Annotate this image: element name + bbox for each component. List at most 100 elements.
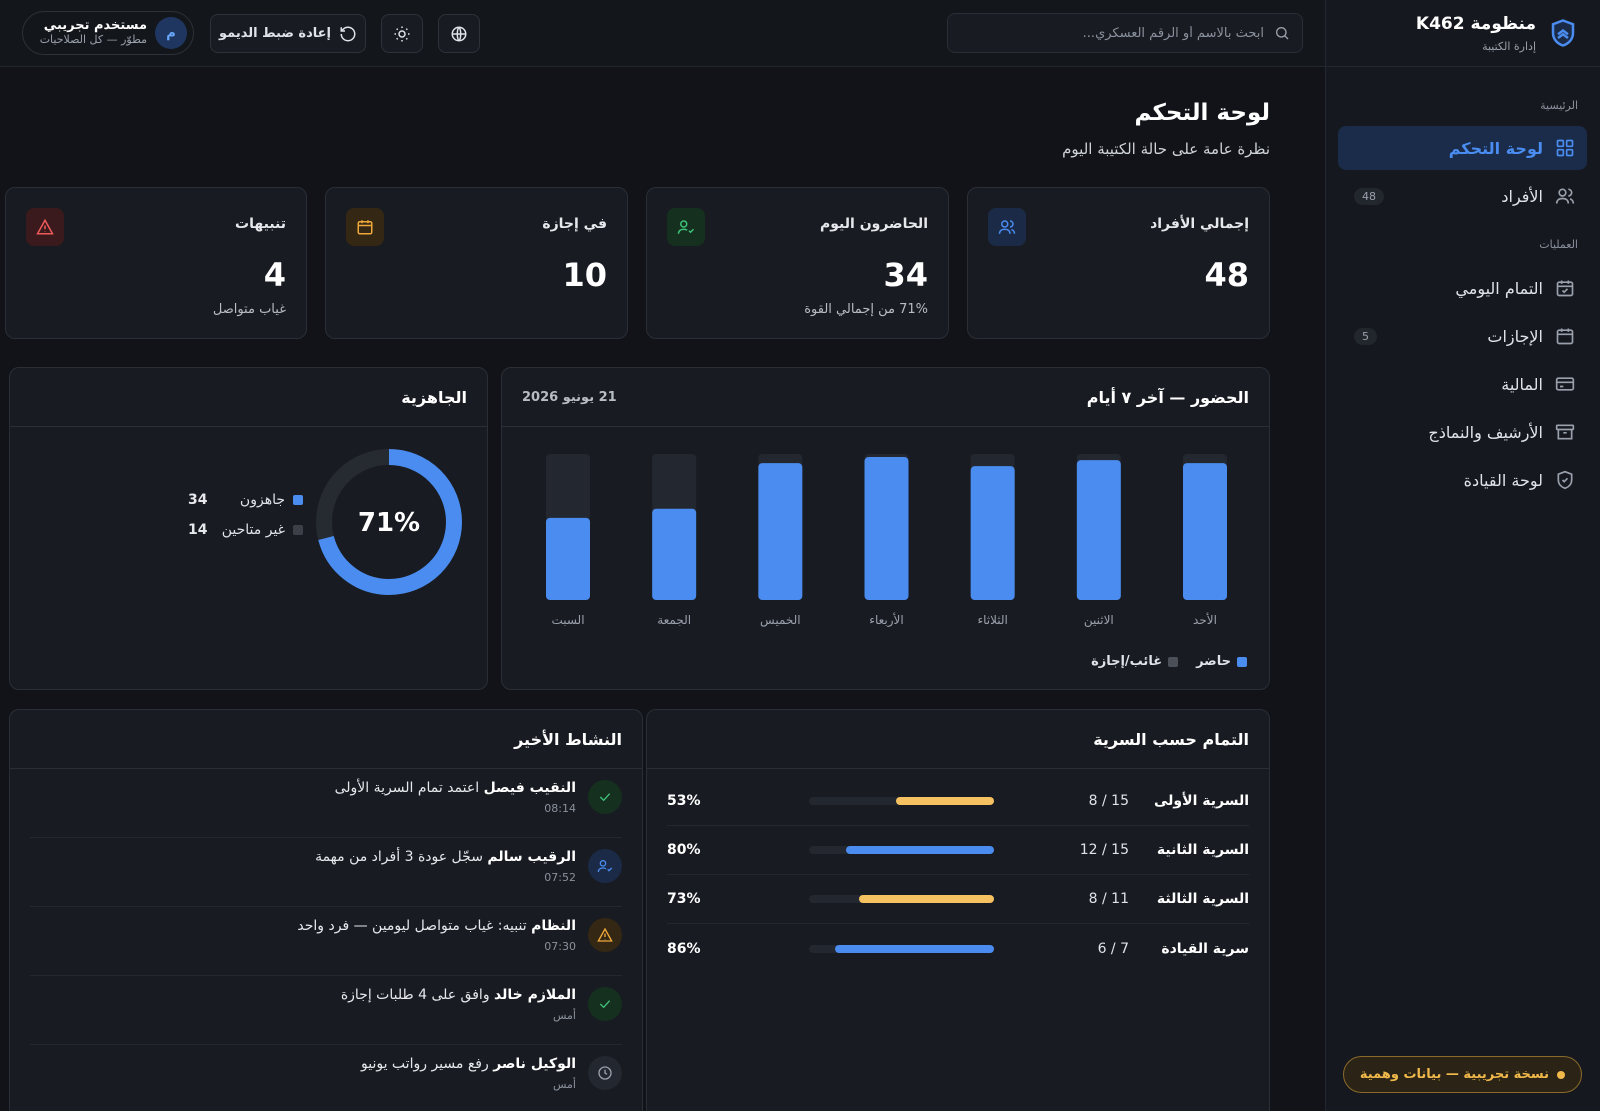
platoon-roll-card: التمام حسب السرية السرية الأولى 8 / 15 53%…	[646, 709, 1270, 1111]
sidebar-item-label: الأرشيف والنماذج	[1428, 422, 1543, 442]
credit-card-icon	[1555, 374, 1575, 394]
attendance-bar-chart: الأحد الاثنين الثلاثاء الأربعاء الخميس الجمعة…	[546, 454, 1227, 628]
sidebar-item-label: لوحة القيادة	[1463, 470, 1543, 490]
shield-icon	[1555, 470, 1575, 490]
sidebar-item-label: المالية	[1501, 374, 1543, 394]
activity-time: 07:30	[544, 940, 576, 953]
platoon-progress-fill	[846, 846, 994, 854]
platoon-name: السرية الثالثة	[1156, 891, 1249, 907]
platoon-roll-title: التمام حسب السرية	[1093, 729, 1249, 749]
activity-actor: الملازم خالد	[494, 987, 576, 1003]
sidebar-item-label: الأفراد	[1501, 186, 1543, 206]
activity-text: النقيب فيصل اعتمد تمام السرية الأولى	[335, 780, 576, 796]
theme-toggle-button[interactable]	[381, 14, 423, 53]
clock-icon	[588, 1056, 622, 1090]
platoon-name: سرية القيادة	[1161, 940, 1249, 957]
activity-item: النقيب فيصل اعتمد تمام السرية الأولى 08:1…	[30, 769, 622, 838]
stat-note: غياب متواصل	[212, 302, 286, 317]
sidebar-item-label: لوحة التحكم	[1448, 138, 1543, 158]
activity-list: النقيب فيصل اعتمد تمام السرية الأولى 08:1…	[10, 769, 642, 1111]
readiness-legend-ready: جاهزون 34	[188, 492, 303, 508]
platoon-percent: 86%	[667, 940, 701, 957]
stat-label: إجمالي الأفراد	[1150, 216, 1249, 232]
page-title: لوحة التحكم	[1134, 100, 1270, 126]
platoon-list: السرية الأولى 8 / 15 53% السرية الثانية 12 /…	[647, 769, 1269, 973]
shield-logo-icon	[1548, 18, 1578, 48]
readiness-card: الجاهزية 71% جاهزون 34 غير متاحين 14	[9, 367, 488, 690]
sidebar-item-label: الإجازات	[1487, 326, 1543, 346]
stat-value: 10	[562, 256, 607, 294]
legend-label: حاضر	[1196, 654, 1231, 669]
demo-badge: نسخة تجريبية — بيانات وهمية	[1342, 1056, 1582, 1093]
activity-time: أمس	[553, 1009, 576, 1022]
search-input[interactable]	[960, 25, 1264, 41]
platoon-count: 8 / 11	[1088, 891, 1129, 907]
sidebar-item-archive[interactable]: الأرشيف والنماذج	[1338, 410, 1587, 454]
platoon-row: السرية الثانية 12 / 15 80%	[667, 826, 1249, 875]
language-button[interactable]	[438, 14, 480, 53]
x-tick-label: السبت	[551, 613, 584, 627]
sidebar-item-daily-roll[interactable]: التمام اليومي	[1338, 266, 1587, 310]
stat-card-leave: في إجازة 10	[325, 187, 628, 339]
activity-title: النشاط الأخير	[514, 729, 622, 749]
nav-section-ops: العمليات	[1539, 238, 1578, 251]
sidebar: منظومة K462 إدارة الكتيبة الرئيسية لوحة …	[1325, 0, 1600, 1111]
activity-actor: الرقيب سالم	[487, 849, 576, 865]
legend-value: 34	[188, 492, 208, 508]
stat-value: 34	[883, 256, 928, 294]
legend-label: غير متاحين	[221, 522, 285, 538]
activity-text: الملازم خالد وافق على 4 طلبات إجازة	[341, 987, 576, 1003]
platoon-progress-bar	[809, 895, 994, 903]
sidebar-item-leaves[interactable]: الإجازات 5	[1338, 314, 1587, 358]
activity-time: أمس	[553, 1078, 576, 1091]
brand: منظومة K462 إدارة الكتيبة	[1326, 0, 1600, 67]
platoon-row: السرية الثالثة 8 / 11 73%	[667, 875, 1249, 924]
search-icon	[1276, 27, 1289, 40]
bar-present	[864, 457, 909, 600]
stat-card-total: إجمالي الأفراد 48	[967, 187, 1270, 339]
page-subtitle: نظرة عامة على حالة الكتيبة اليوم	[1062, 140, 1270, 158]
sidebar-item-dashboard[interactable]: لوحة التحكم	[1338, 126, 1587, 170]
sidebar-item-command[interactable]: لوحة القيادة	[1338, 458, 1587, 502]
search-box[interactable]	[947, 13, 1303, 53]
alert-triangle-icon	[588, 918, 622, 952]
platoon-percent: 73%	[667, 891, 701, 907]
activity-time: 07:52	[544, 871, 576, 884]
check-icon	[588, 987, 622, 1021]
readiness-legend-unavailable: غير متاحين 14	[188, 522, 303, 538]
sidebar-item-finance[interactable]: المالية	[1338, 362, 1587, 406]
activity-card: النشاط الأخير النقيب فيصل اعتمد تمام الس…	[9, 709, 643, 1111]
sidebar-item-badge: 5	[1354, 327, 1377, 345]
topbar: إعادة ضبط الديمو م مستخدم تجريبي مطوّر —…	[0, 0, 1325, 67]
platoon-name: السرية الثانية	[1156, 842, 1249, 858]
globe-icon	[451, 26, 467, 41]
refresh-icon	[340, 25, 356, 41]
bar-present	[758, 463, 803, 600]
activity-actor: النقيب فيصل	[483, 780, 576, 796]
activity-description: تنبيه: غياب متواصل ليومين — فرد واحد	[297, 918, 527, 934]
platoon-row: سرية القيادة 6 / 7 86%	[667, 924, 1249, 973]
brand-subtitle: إدارة الكتيبة	[1482, 39, 1536, 53]
demo-badge-label: نسخة تجريبية — بيانات وهمية	[1359, 1067, 1549, 1082]
user-menu[interactable]: م مستخدم تجريبي مطوّر — كل الصلاحيات	[22, 11, 194, 55]
activity-item: النظام تنبيه: غياب متواصل ليومين — فرد و…	[30, 907, 622, 976]
attendance-chart-card: الحضور — آخر ٧ أيام 21 يونيو 2026 الأحد ا…	[501, 367, 1270, 690]
reset-demo-button[interactable]: إعادة ضبط الديمو	[210, 14, 366, 53]
stat-note: 71% من إجمالي القوة	[804, 302, 928, 317]
legend-label: غائب/إجازة	[1091, 654, 1163, 669]
x-tick-label: الأحد	[1193, 612, 1217, 627]
platoon-name: السرية الأولى	[1154, 793, 1249, 809]
x-tick-label: الثلاثاء	[977, 613, 1007, 627]
platoon-count: 8 / 15	[1088, 793, 1129, 809]
platoon-progress-bar	[809, 944, 994, 953]
bar-present	[970, 466, 1015, 600]
stat-label: تنبيهات	[235, 216, 286, 232]
x-tick-label: الخميس	[760, 613, 801, 628]
platoon-count: 12 / 15	[1079, 842, 1129, 858]
bar-present	[1076, 460, 1121, 600]
stat-value: 4	[263, 256, 286, 294]
users-icon	[988, 208, 1026, 246]
sidebar-item-personnel[interactable]: الأفراد 48	[1338, 174, 1587, 218]
avatar: م	[155, 17, 187, 49]
platoon-percent: 80%	[667, 842, 701, 858]
